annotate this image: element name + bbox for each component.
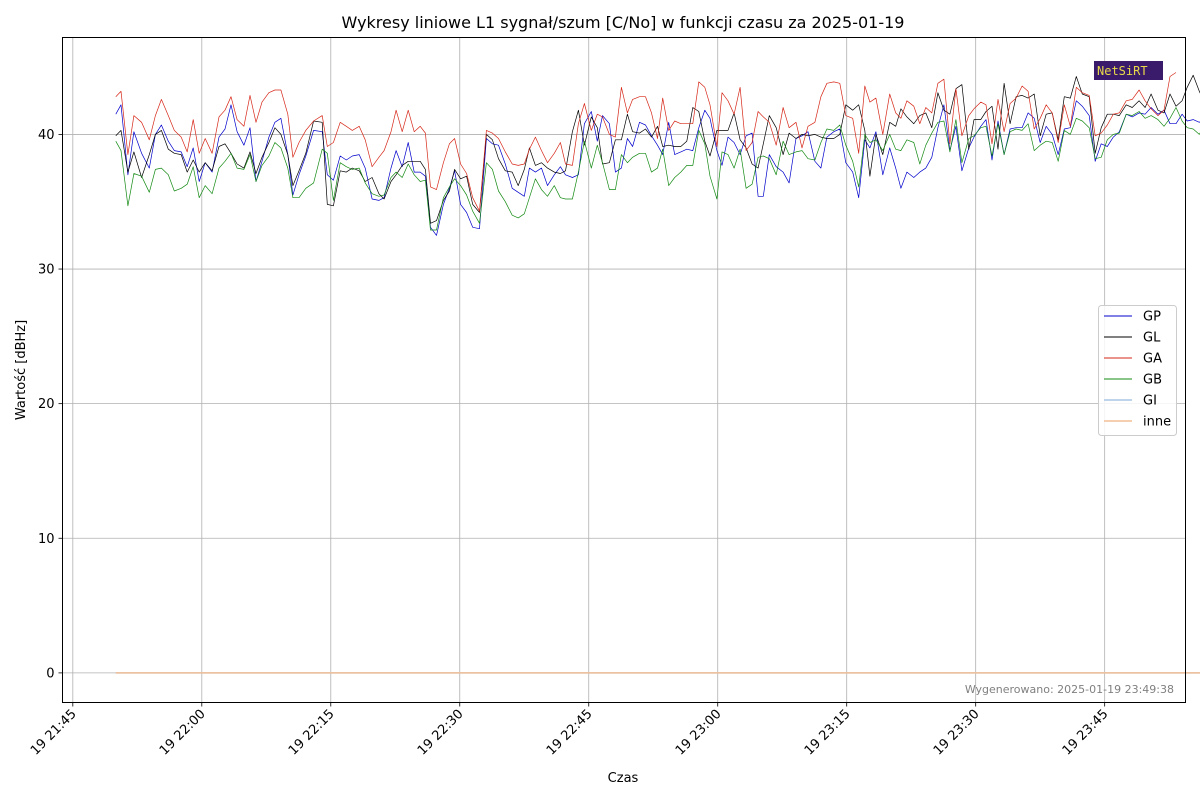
y-axis-ticks: 0 10 20 30 40 — [38, 128, 63, 681]
chart-title: Wykresy liniowe L1 sygnał/szum [C/No] w … — [342, 13, 905, 32]
generated-footnote: Wygenerowano: 2025-01-19 23:49:38 — [965, 683, 1174, 696]
logo-text: NetSiRT — [1097, 64, 1148, 78]
legend-label-gb: GB — [1143, 373, 1162, 388]
y-axis-label: Wartość [dBHz] — [14, 320, 29, 420]
legend-label-gp: GP — [1143, 310, 1161, 325]
legend-label-gi: GI — [1143, 394, 1157, 409]
y-tick-label: 0 — [46, 666, 54, 681]
series-line-ga — [115, 72, 1177, 212]
legend: GP GL GA GB GI inne — [1098, 305, 1177, 436]
y-tick-label: 30 — [38, 263, 55, 278]
legend-label-ga: GA — [1143, 352, 1162, 367]
legend-label-gl: GL — [1143, 331, 1161, 346]
series-line-gl — [115, 74, 1200, 224]
legend-label-inne: inne — [1143, 415, 1171, 430]
logo-background — [1094, 61, 1163, 80]
series-line-gp — [115, 100, 1200, 236]
series-lines — [115, 72, 1200, 674]
legend-box — [1098, 305, 1177, 436]
logo: NetSiRT — [1094, 61, 1163, 80]
y-tick-label: 40 — [38, 128, 55, 143]
series-line-gb — [115, 107, 1200, 231]
x-axis-label: Czas — [608, 771, 639, 786]
plot-frame — [62, 37, 1186, 703]
y-tick-label: 10 — [38, 532, 55, 547]
y-tick-label: 20 — [38, 397, 55, 412]
